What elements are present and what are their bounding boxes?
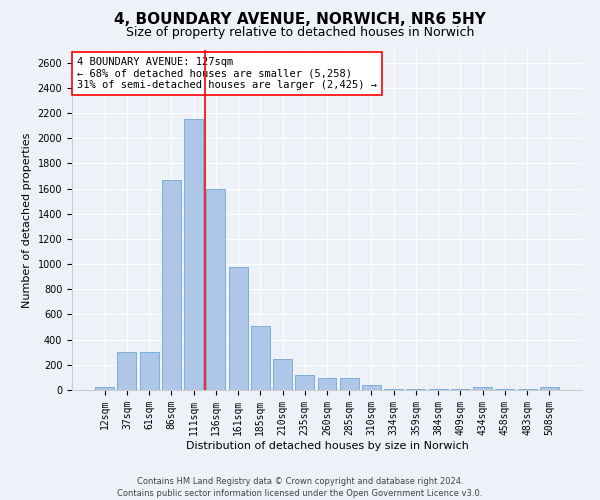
Bar xyxy=(229,267,248,390)
Bar xyxy=(340,378,359,390)
Text: Size of property relative to detached houses in Norwich: Size of property relative to detached ho… xyxy=(126,26,474,39)
Text: 4, BOUNDARY AVENUE, NORWICH, NR6 5HY: 4, BOUNDARY AVENUE, NORWICH, NR6 5HY xyxy=(114,12,486,28)
Bar xyxy=(273,359,292,390)
Bar xyxy=(206,188,225,390)
Bar xyxy=(473,388,492,390)
Bar xyxy=(95,388,114,390)
Bar xyxy=(140,352,158,390)
Y-axis label: Number of detached properties: Number of detached properties xyxy=(22,132,32,308)
Text: Contains HM Land Registry data © Crown copyright and database right 2024.
Contai: Contains HM Land Registry data © Crown c… xyxy=(118,476,482,498)
Bar xyxy=(251,326,270,390)
Bar xyxy=(384,388,403,390)
Bar xyxy=(317,378,337,390)
Bar xyxy=(540,388,559,390)
Bar xyxy=(295,375,314,390)
X-axis label: Distribution of detached houses by size in Norwich: Distribution of detached houses by size … xyxy=(185,440,469,450)
Bar xyxy=(118,352,136,390)
Bar xyxy=(162,180,181,390)
Bar xyxy=(184,120,203,390)
Text: 4 BOUNDARY AVENUE: 127sqm
← 68% of detached houses are smaller (5,258)
31% of se: 4 BOUNDARY AVENUE: 127sqm ← 68% of detac… xyxy=(77,57,377,90)
Bar xyxy=(362,385,381,390)
